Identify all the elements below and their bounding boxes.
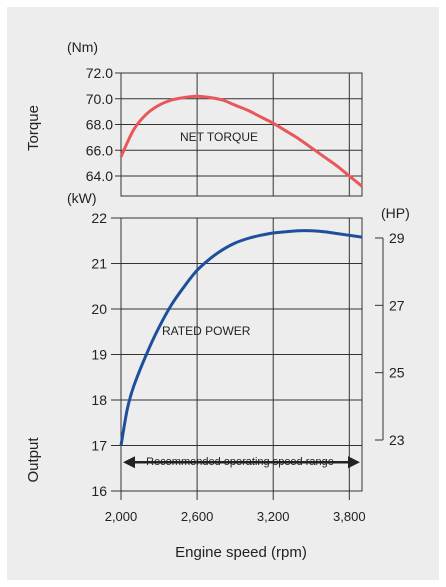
torque-y-ticks: 72.0 70.0 68.0 66.0 64.0 bbox=[86, 65, 121, 184]
hp-tick-label: 25 bbox=[389, 365, 405, 381]
torque-series-line bbox=[119, 94, 363, 188]
hp-tick-label: 27 bbox=[389, 297, 405, 313]
power-y-tick-label: 16 bbox=[91, 483, 107, 499]
torque-y-tick-label: 70.0 bbox=[86, 91, 113, 107]
x-tick-label: 2,600 bbox=[181, 509, 214, 524]
torque-y-tick-label: 68.0 bbox=[86, 117, 113, 133]
power-y-tick-label: 21 bbox=[91, 256, 107, 272]
torque-y-tick-label: 72.0 bbox=[86, 65, 113, 81]
output-axis-title: Output bbox=[25, 437, 42, 483]
power-y-tick-label: 17 bbox=[91, 438, 107, 454]
x-tick-label: 3,800 bbox=[333, 509, 366, 524]
power-series-line bbox=[119, 229, 363, 446]
x-ticks: 2,000 2,600 3,200 3,800 bbox=[105, 491, 366, 524]
torque-axis-title: Torque bbox=[25, 105, 42, 151]
power-y-tick-label: 18 bbox=[91, 392, 107, 408]
power-y-tick-label: 19 bbox=[91, 347, 107, 363]
power-y-tick-label: 20 bbox=[91, 301, 107, 317]
x-tick-label: 2,000 bbox=[105, 509, 138, 524]
hp-axis: 29 27 25 23 bbox=[375, 230, 405, 448]
hp-tick-label: 23 bbox=[389, 432, 405, 448]
torque-series-label: NET TORQUE bbox=[180, 130, 258, 144]
power-unit-label: (kW) bbox=[67, 190, 97, 206]
chart-panel bbox=[7, 7, 439, 580]
x-tick-label: 3,200 bbox=[257, 509, 290, 524]
operating-range-arrow bbox=[123, 456, 360, 469]
torque-y-tick-label: 64.0 bbox=[86, 168, 113, 184]
hp-unit-label: (HP) bbox=[381, 205, 410, 221]
power-y-tick-label: 22 bbox=[91, 210, 107, 226]
range-arrow-left-head bbox=[123, 456, 135, 469]
torque-unit-label: (Nm) bbox=[67, 39, 98, 55]
range-arrow-right-head bbox=[348, 456, 360, 469]
operating-range-label: Recommended operating speed range bbox=[146, 456, 334, 468]
torque-y-tick-label: 66.0 bbox=[86, 142, 113, 158]
x-axis-title: Engine speed (rpm) bbox=[175, 544, 307, 561]
hp-tick-label: 29 bbox=[389, 230, 405, 246]
power-y-ticks: 22 21 20 19 18 17 16 bbox=[91, 210, 121, 499]
power-series-label: RATED POWER bbox=[162, 324, 251, 338]
